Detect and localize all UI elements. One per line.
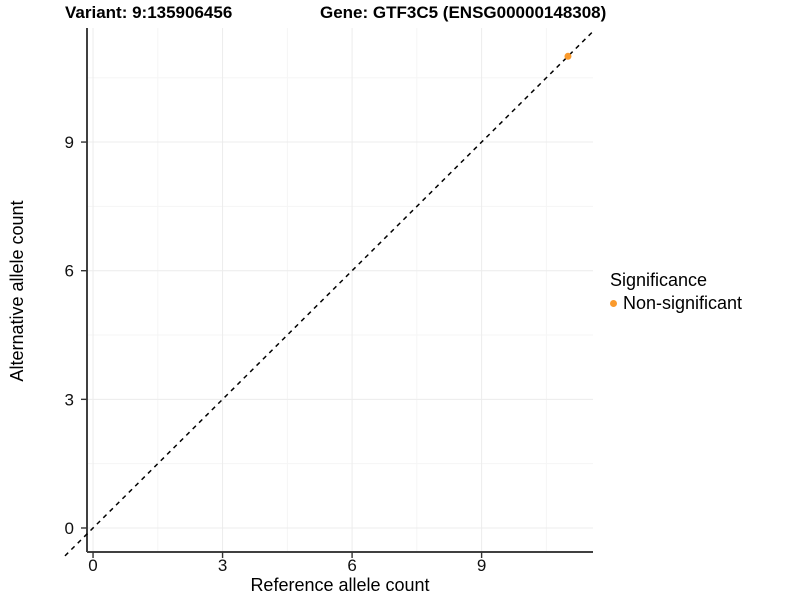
y-tick-label: 3 — [65, 390, 74, 409]
x-tick-label: 6 — [347, 556, 356, 575]
y-axis-label: Alternative allele count — [7, 200, 27, 382]
legend-item-label: Non-significant — [623, 293, 743, 313]
x-axis-label: Reference allele count — [250, 575, 430, 595]
identity-dashed-line — [64, 29, 596, 557]
y-tick-label: 6 — [65, 262, 74, 281]
gene-title: Gene: GTF3C5 (ENSG00000148308) — [320, 3, 607, 22]
x-tick-label: 0 — [88, 556, 97, 575]
legend-point-icon — [610, 300, 617, 307]
legend-title: Significance — [610, 270, 708, 290]
legend: Significance Non-significant — [610, 270, 742, 314]
x-tick-label: 9 — [477, 556, 486, 575]
y-tick-label: 9 — [65, 133, 74, 152]
y-tick-label: 0 — [65, 519, 74, 538]
x-tick-label: 3 — [218, 556, 227, 575]
variant-title: Variant: 9:135906456 — [65, 3, 233, 22]
legend-item-non-significant: Non-significant — [610, 293, 742, 314]
data-point — [564, 52, 572, 60]
